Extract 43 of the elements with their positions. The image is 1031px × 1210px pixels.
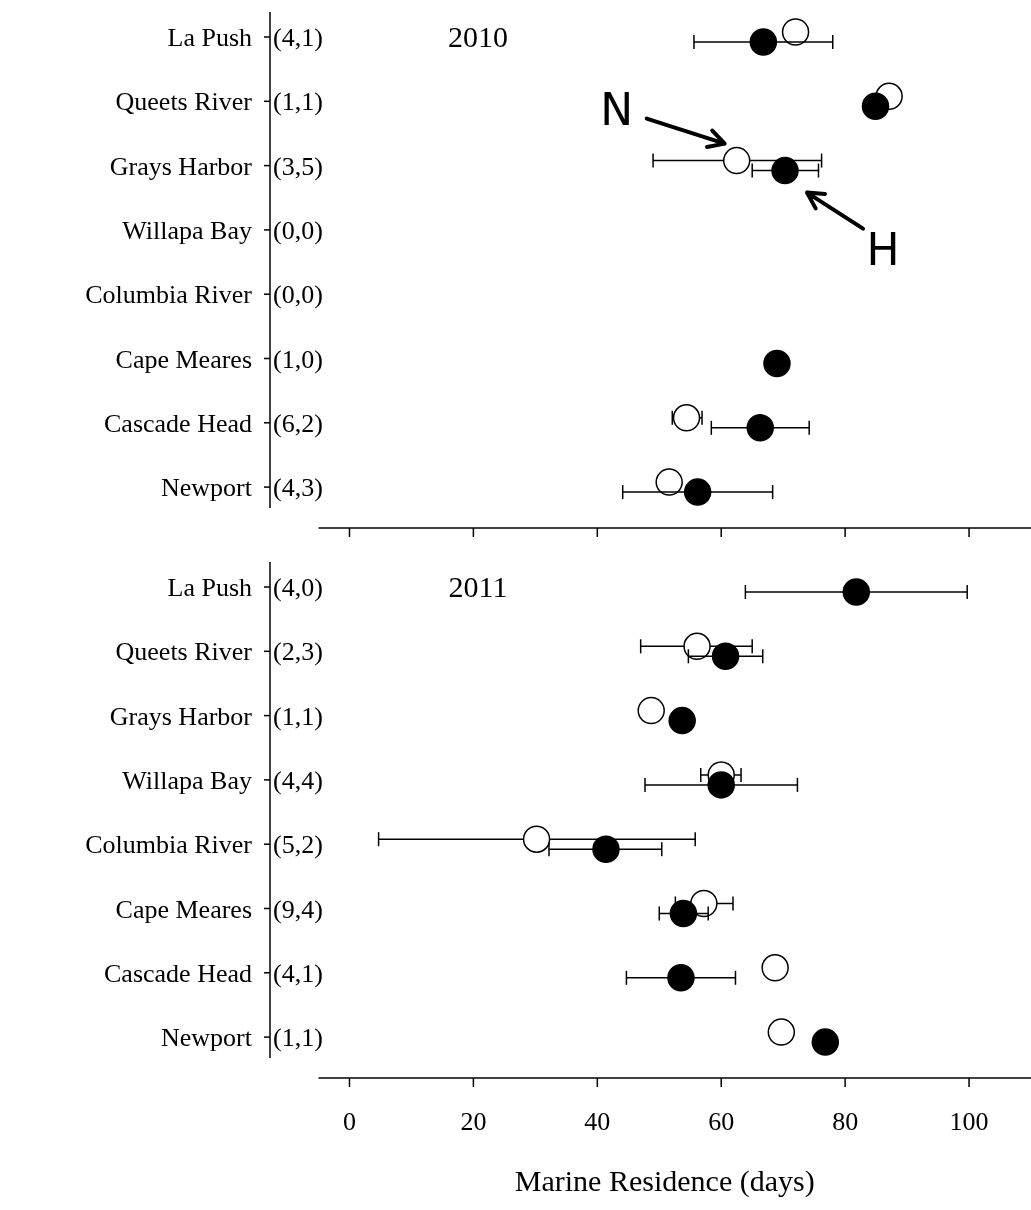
annotation: (3,5) — [273, 151, 323, 181]
y-tick-label: La Push — [167, 573, 252, 602]
x-tick-label: 20 — [460, 1107, 487, 1136]
y-tick-label: Grays Harbor — [109, 701, 253, 731]
annotation: (2,3) — [273, 637, 323, 667]
y-tick-label: Columbia River — [85, 830, 253, 860]
y-tick-label: Willapa Bay — [122, 765, 252, 795]
y-tick-label: Willapa Bay — [122, 215, 252, 245]
annotation: (0,0) — [273, 215, 323, 245]
annotation: (4,1) — [273, 23, 323, 52]
annotation: H — [866, 223, 900, 275]
x-tick-label: 40 — [584, 1107, 611, 1136]
annotation: (1,1) — [273, 701, 323, 731]
annotation: (4,0) — [273, 573, 323, 602]
y-tick-label: Grays Harbor — [109, 151, 253, 181]
y-tick-label: Queets River — [115, 87, 253, 117]
y-tick-label: Cascade Head — [104, 408, 252, 438]
x-axis-title: Marine Residence (days) — [514, 1164, 815, 1198]
x-tick-label: 60 — [708, 1107, 735, 1136]
y-tick-label: La Push — [167, 23, 252, 52]
annotation: N — [600, 83, 634, 135]
y-tick-label: Cape Meares — [115, 894, 252, 924]
annotation: (1,0) — [273, 344, 323, 374]
annotation: (1,1) — [273, 87, 323, 117]
y-tick-label: Newport — [161, 473, 253, 503]
text: 2011 — [448, 570, 508, 603]
y-tick-label: Cape Meares — [115, 344, 252, 374]
annotation: (9,4) — [273, 894, 323, 924]
text: 2010 — [448, 20, 508, 53]
y-tick-label: Columbia River — [85, 280, 253, 310]
y-tick-label: Queets River — [115, 637, 253, 667]
annotation: (0,0) — [273, 280, 323, 310]
y-tick-label: Cascade Head — [104, 958, 252, 988]
annotation: (1,1) — [273, 1023, 323, 1053]
x-tick-label: 80 — [832, 1107, 859, 1136]
annotation: (4,3) — [273, 473, 323, 503]
y-tick-label: Newport — [161, 1023, 253, 1053]
x-tick-label: 100 — [949, 1107, 989, 1136]
annotation: (5,2) — [273, 830, 323, 860]
annotation: (4,1) — [273, 958, 323, 988]
annotation: (4,4) — [273, 765, 323, 795]
annotation: (6,2) — [273, 408, 323, 438]
x-tick-label: 0 — [342, 1107, 356, 1136]
